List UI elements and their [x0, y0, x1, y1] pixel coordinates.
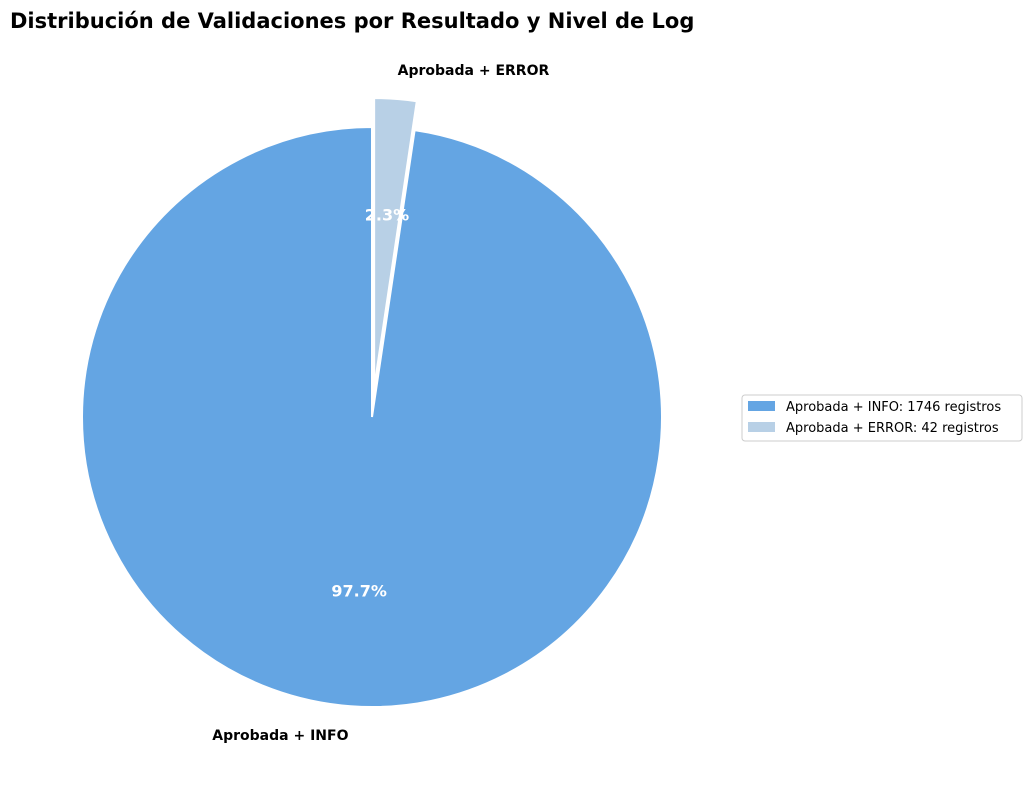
pie-labels: 97.7% Aprobada + INFO 2.3% Aprobada + ERROR: [212, 63, 549, 744]
legend-entry-label: Aprobada + INFO: 1746 registros: [786, 400, 1001, 415]
slice-percent-label: 97.7%: [331, 582, 387, 601]
chart-title: Distribución de Validaciones por Resulta…: [10, 9, 694, 33]
slice-category-label: Aprobada + ERROR: [398, 63, 550, 79]
legend-entry-label: Aprobada + ERROR: 42 registros: [786, 421, 999, 436]
pie-slice-aprobada-error: [373, 97, 418, 389]
slice-category-label: Aprobada + INFO: [212, 728, 348, 744]
slice-percent-label: 2.3%: [365, 206, 409, 225]
pie-slices: [81, 97, 663, 708]
legend: Aprobada + INFO: 1746 registros Aprobada …: [741, 394, 1023, 442]
legend-swatch: [748, 422, 775, 432]
pie-slice-aprobada-info: [81, 125, 663, 708]
legend-swatch: [748, 401, 775, 411]
legend-frame: [741, 394, 1023, 442]
